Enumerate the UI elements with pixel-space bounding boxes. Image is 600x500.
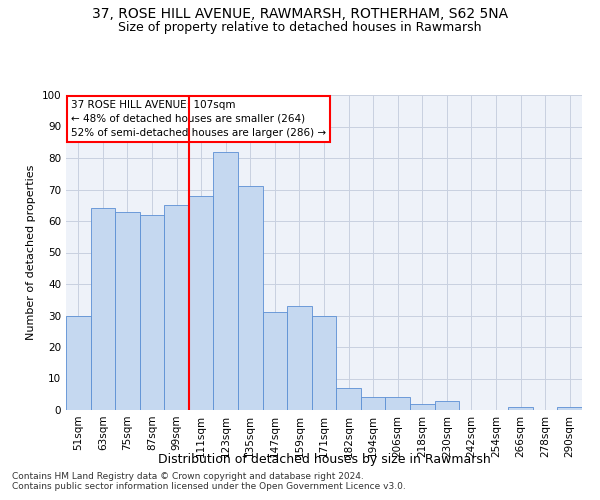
Text: Contains public sector information licensed under the Open Government Licence v3: Contains public sector information licen… — [12, 482, 406, 491]
Bar — [66, 316, 91, 410]
Bar — [140, 214, 164, 410]
Bar — [336, 388, 361, 410]
Bar — [115, 212, 140, 410]
Bar — [312, 316, 336, 410]
Bar — [361, 398, 385, 410]
Bar — [434, 400, 459, 410]
Y-axis label: Number of detached properties: Number of detached properties — [26, 165, 36, 340]
Bar — [508, 407, 533, 410]
Text: Contains HM Land Registry data © Crown copyright and database right 2024.: Contains HM Land Registry data © Crown c… — [12, 472, 364, 481]
Bar — [164, 205, 189, 410]
Bar — [238, 186, 263, 410]
Bar — [385, 398, 410, 410]
Bar — [557, 407, 582, 410]
Bar — [214, 152, 238, 410]
Text: Distribution of detached houses by size in Rawmarsh: Distribution of detached houses by size … — [158, 452, 490, 466]
Bar — [287, 306, 312, 410]
Text: Size of property relative to detached houses in Rawmarsh: Size of property relative to detached ho… — [118, 22, 482, 35]
Bar — [410, 404, 434, 410]
Text: 37 ROSE HILL AVENUE: 107sqm
← 48% of detached houses are smaller (264)
52% of se: 37 ROSE HILL AVENUE: 107sqm ← 48% of det… — [71, 100, 326, 138]
Bar — [91, 208, 115, 410]
Bar — [263, 312, 287, 410]
Bar — [189, 196, 214, 410]
Text: 37, ROSE HILL AVENUE, RAWMARSH, ROTHERHAM, S62 5NA: 37, ROSE HILL AVENUE, RAWMARSH, ROTHERHA… — [92, 8, 508, 22]
